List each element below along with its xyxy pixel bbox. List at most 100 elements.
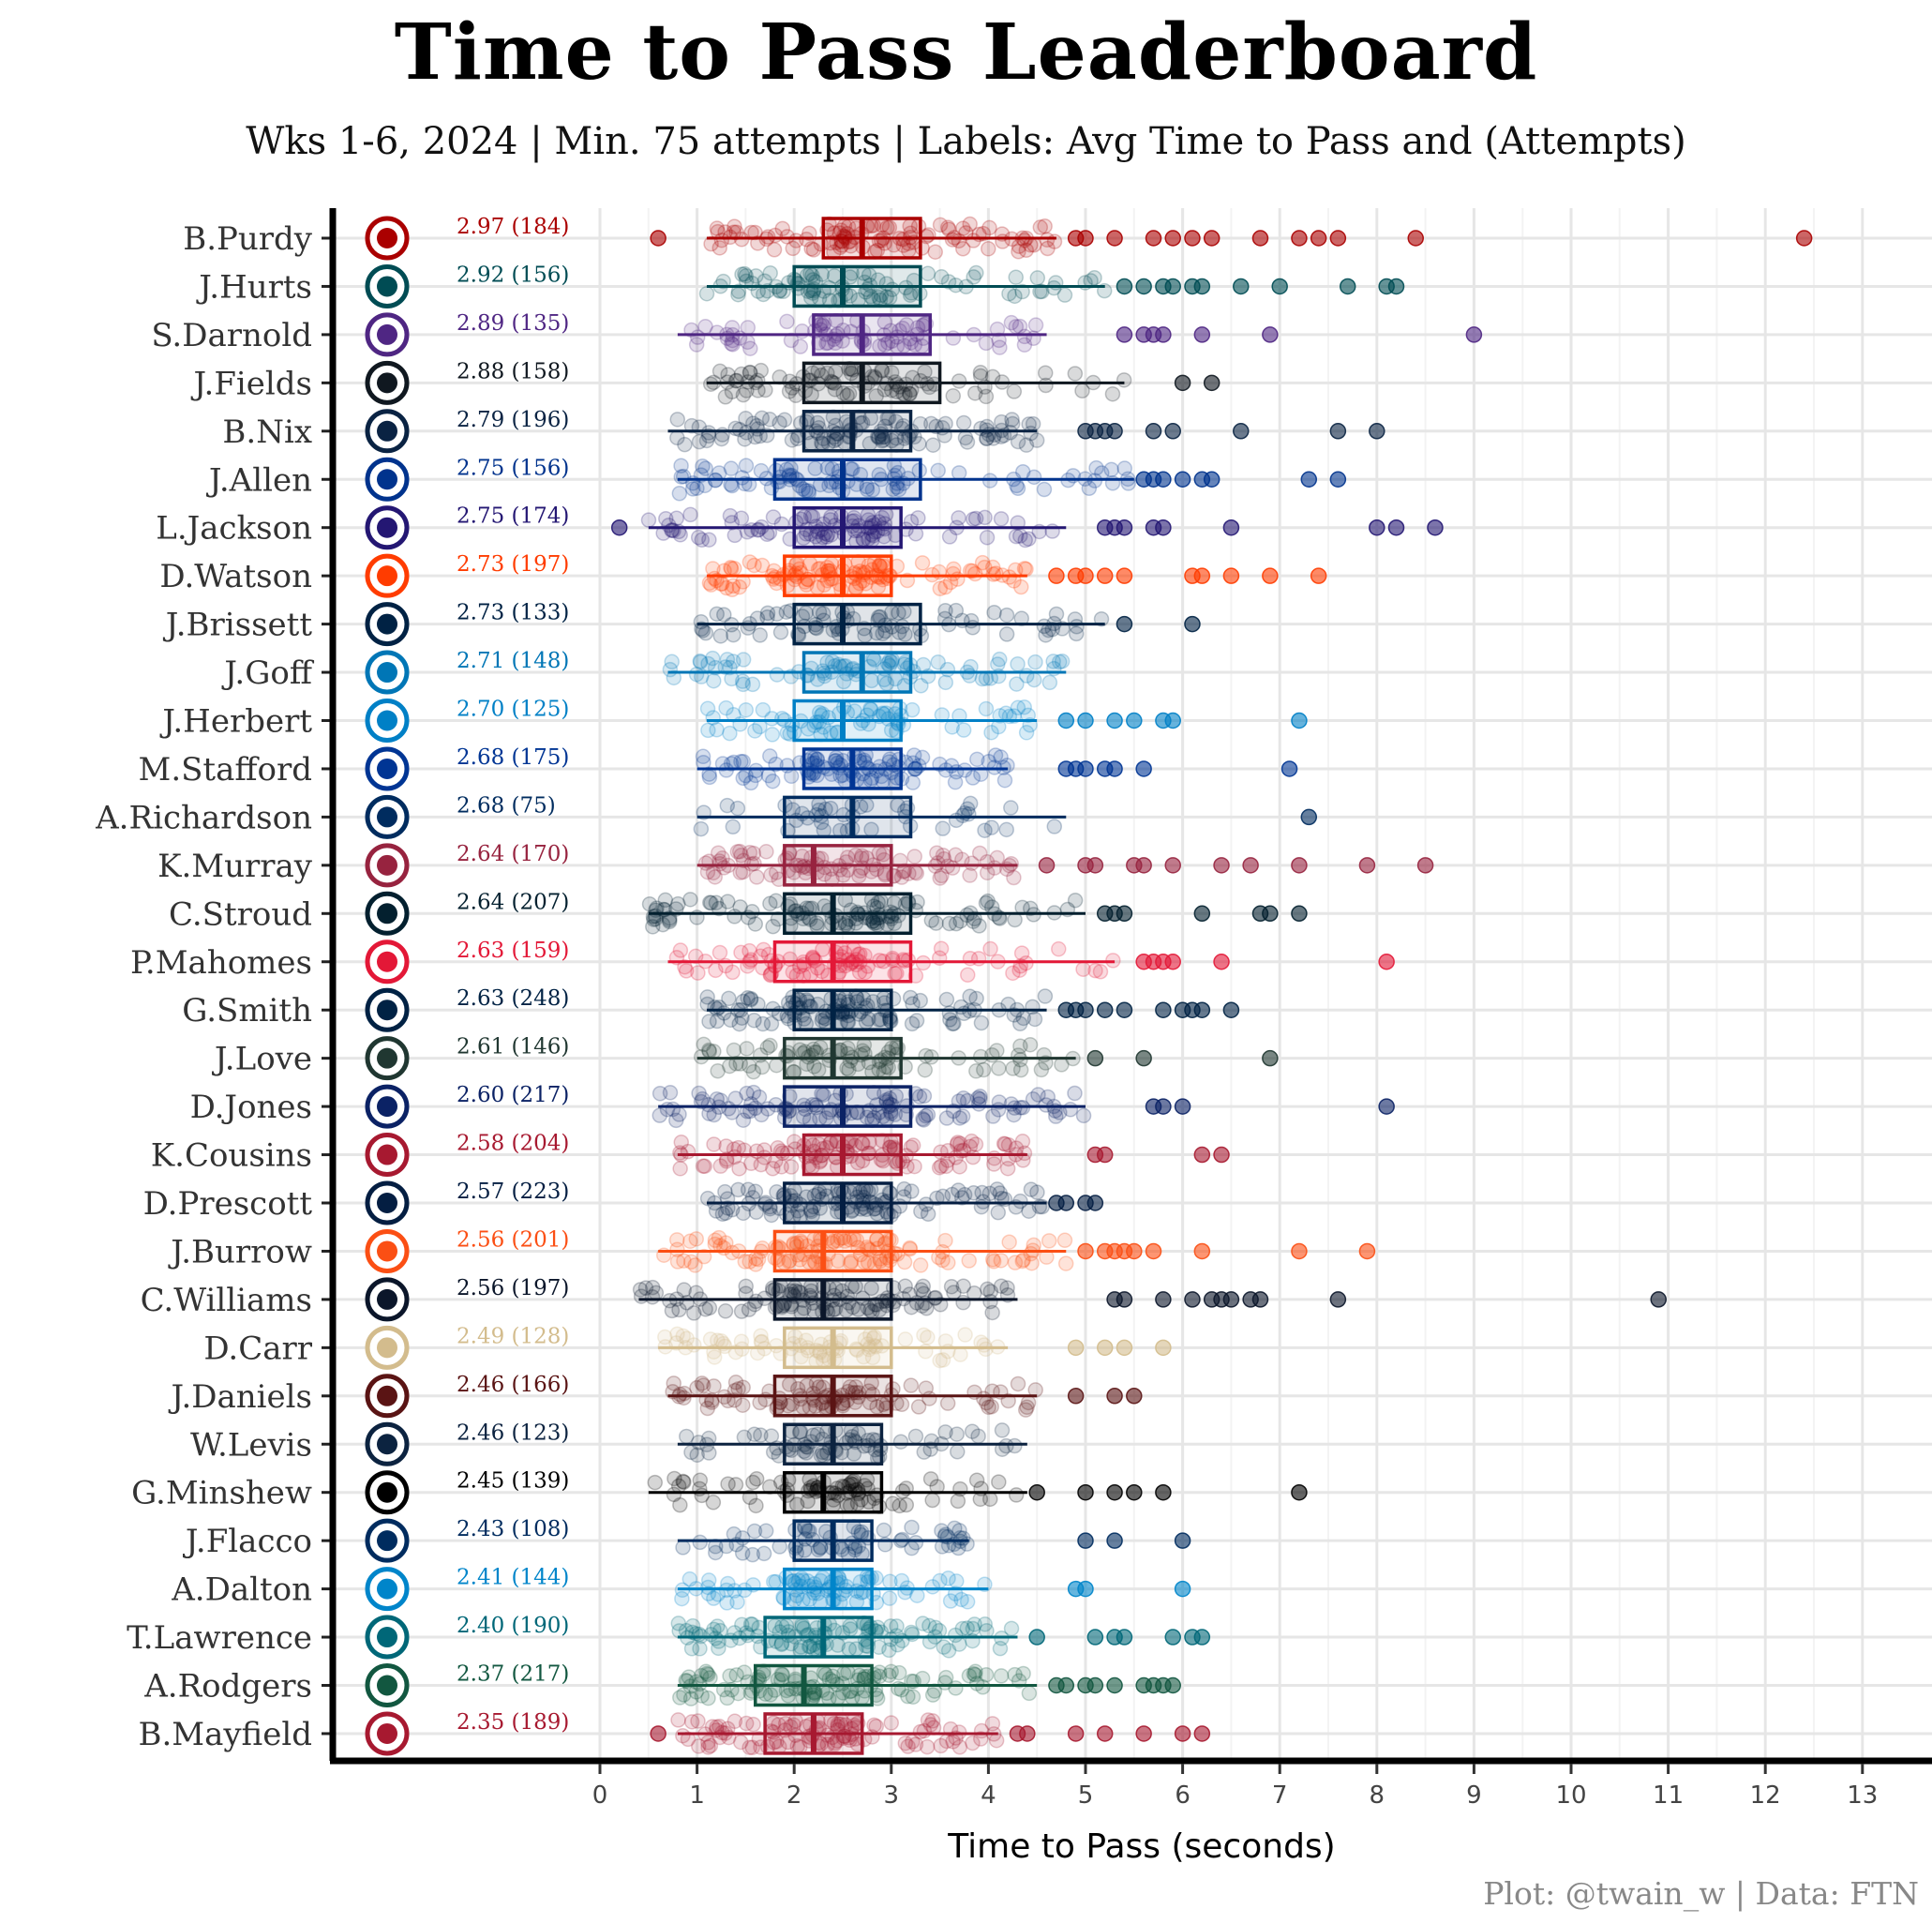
jitter-point <box>892 1434 909 1450</box>
jitter-point <box>670 1478 687 1495</box>
outlier-point <box>610 519 628 536</box>
avg-attempts-label: 2.61 (146) <box>457 1035 569 1060</box>
jitter-point <box>991 1474 1007 1490</box>
avg-attempts-label: 2.97 (184) <box>457 215 569 239</box>
jitter-point <box>977 1616 993 1632</box>
jitter-point <box>871 1639 887 1656</box>
outlier-point <box>1213 954 1230 970</box>
jitter-point <box>988 1732 1005 1749</box>
jitter-point <box>904 1519 920 1536</box>
jitter-point <box>1017 1402 1034 1418</box>
logo-core <box>377 1530 397 1552</box>
box <box>792 699 903 743</box>
jitter-point <box>745 1084 762 1101</box>
bears-logo <box>365 1277 410 1322</box>
jitter-point <box>1008 269 1024 285</box>
jitter-point <box>1023 1181 1040 1197</box>
outlier-point <box>1164 954 1181 970</box>
qb-row <box>701 553 1327 598</box>
jitter-point <box>711 1719 727 1735</box>
jitter-point <box>679 1428 695 1445</box>
outlier-point <box>1155 1001 1172 1018</box>
jitter-point <box>1012 528 1028 544</box>
jitter-point <box>1034 283 1050 300</box>
outlier-point <box>1028 1483 1045 1501</box>
jitter-point <box>961 1253 977 1269</box>
jitter-point <box>733 1734 749 1751</box>
jitter-point <box>930 654 946 670</box>
jitter-point <box>700 1572 717 1588</box>
outlier-point <box>1329 1291 1347 1308</box>
jitter-point <box>718 579 735 596</box>
jitter-point <box>937 1669 954 1686</box>
jets-logo <box>365 1663 410 1707</box>
jitter-point <box>918 1107 934 1124</box>
jitter-point <box>1028 432 1045 448</box>
jitter-point <box>883 1715 900 1731</box>
lions-logo <box>365 650 410 695</box>
jitter-point <box>990 1204 1007 1221</box>
jitter-point <box>906 337 923 353</box>
jitter-point <box>951 1523 967 1539</box>
jitter-point <box>726 1526 742 1542</box>
avg-attempts-label: 2.43 (108) <box>457 1517 569 1541</box>
jitter-point <box>711 363 728 380</box>
outlier-point <box>1193 1242 1211 1260</box>
jitter-point <box>993 511 1010 527</box>
jitter-point <box>1027 654 1043 670</box>
jitter-point <box>1075 1107 1092 1124</box>
jitter-point <box>757 1523 774 1539</box>
jitter-point <box>1012 1193 1028 1210</box>
jitter-point <box>913 1203 929 1220</box>
jitter-point <box>950 1135 966 1150</box>
outlier-point <box>1387 278 1405 295</box>
jitter-point <box>873 287 890 304</box>
jitter-point <box>748 762 764 779</box>
avg-attempts-label: 2.35 (189) <box>457 1710 569 1735</box>
cardinals-logo <box>365 843 410 888</box>
logo-core <box>377 517 397 538</box>
player-name: G.Smith <box>182 992 312 1030</box>
jitter-point <box>706 1349 723 1365</box>
jitter-point <box>932 217 949 233</box>
jitter-point <box>992 339 1008 355</box>
outlier-point <box>1164 857 1181 874</box>
jitter-point <box>818 335 834 352</box>
jitter-point <box>698 432 715 449</box>
jitter-point <box>1018 561 1034 578</box>
jitter-point <box>962 216 978 233</box>
jitter-point <box>916 1088 933 1105</box>
jitter-point <box>708 1544 724 1561</box>
jitter-point <box>965 1149 981 1165</box>
colts-logo <box>365 794 410 839</box>
jitter-point <box>1010 1375 1026 1392</box>
bengals-logo <box>365 1228 410 1273</box>
jitter-point <box>951 510 966 526</box>
jitter-point <box>993 428 1010 444</box>
jitter-point <box>967 385 983 401</box>
jitter-point <box>1056 1232 1073 1249</box>
jitter-point <box>903 1377 920 1393</box>
grid-lines <box>333 208 1932 1761</box>
jitter-point <box>978 335 995 352</box>
jitter-point <box>874 433 891 449</box>
jitter-point <box>993 1668 1010 1684</box>
jitter-point <box>725 337 741 353</box>
player-name: S.Darnold <box>151 317 312 354</box>
jitter-point <box>978 388 995 405</box>
jitter-point <box>694 1688 710 1704</box>
jitter-point <box>731 421 748 438</box>
outlier-point <box>1116 1001 1133 1018</box>
jitter-point <box>955 414 972 431</box>
outlier-point <box>1193 1629 1211 1646</box>
jitter-point <box>953 1591 969 1608</box>
jitter-point <box>688 1285 704 1301</box>
jitter-point <box>903 225 919 241</box>
jitter-point <box>671 485 688 502</box>
jitter-point <box>779 313 795 330</box>
outlier-point <box>1135 760 1152 777</box>
outlier-point <box>1155 1098 1172 1115</box>
jitter-point <box>774 1145 791 1161</box>
jitter-point <box>781 383 798 399</box>
outlier-point <box>1116 615 1133 633</box>
